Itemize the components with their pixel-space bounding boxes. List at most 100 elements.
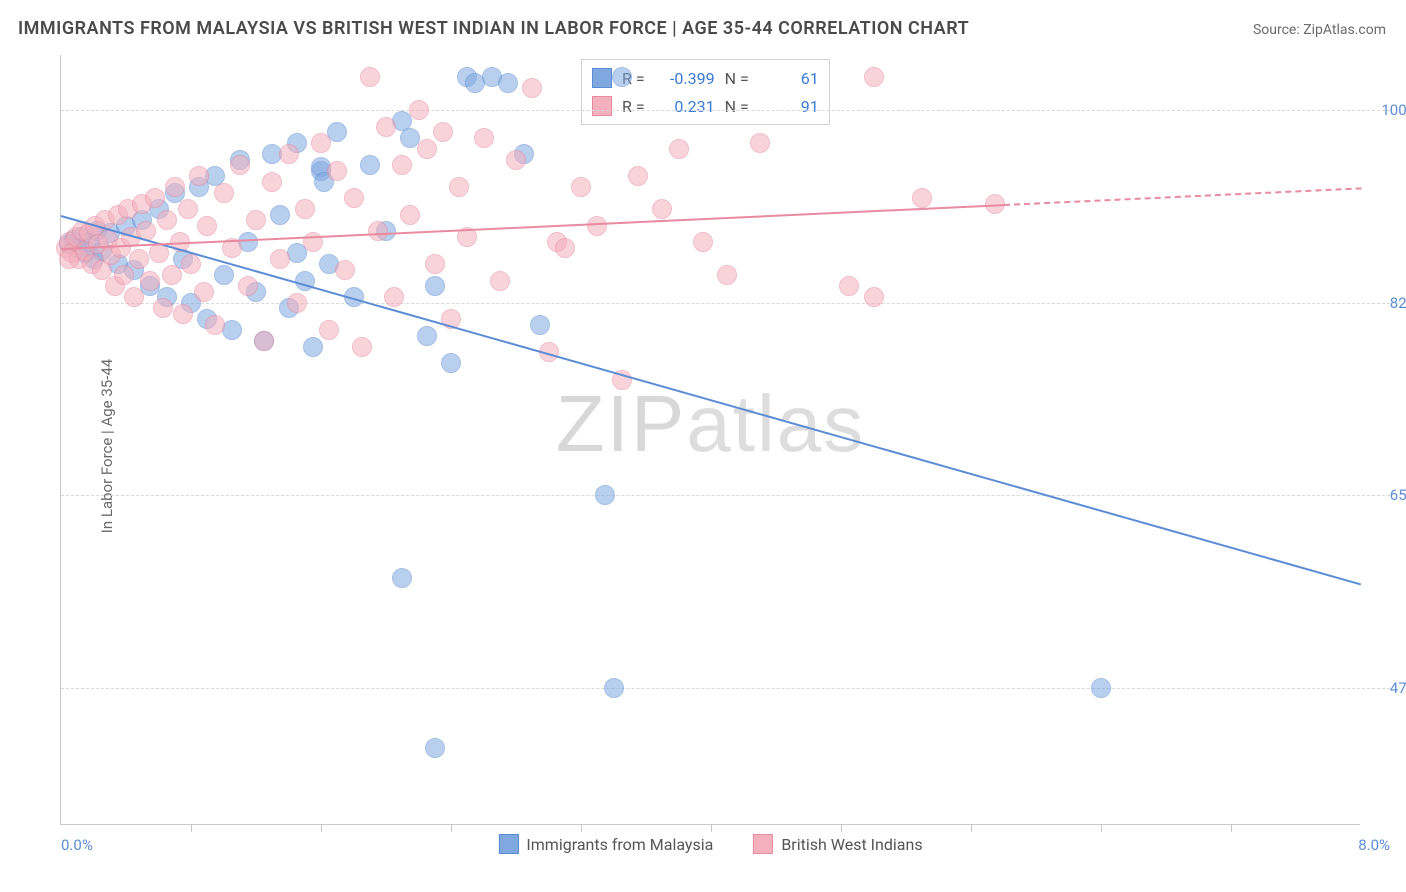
data-point <box>205 315 225 335</box>
regression-line <box>61 215 1362 585</box>
data-point <box>311 133 331 153</box>
x-min-label: 0.0% <box>61 836 93 854</box>
x-tick <box>451 824 452 832</box>
data-point <box>376 117 396 137</box>
data-point <box>717 265 737 285</box>
data-point <box>246 210 266 230</box>
n-value-series1: 61 <box>759 69 819 88</box>
y-tick-label: 47.5% <box>1370 679 1406 697</box>
data-point <box>417 139 437 159</box>
x-tick <box>1231 824 1232 832</box>
data-point <box>693 232 713 252</box>
data-point <box>270 205 290 225</box>
data-point <box>522 78 542 98</box>
r-value-series1: -0.399 <box>655 69 715 88</box>
data-point <box>145 188 165 208</box>
legend: Immigrants from Malaysia British West In… <box>498 834 922 854</box>
chart-container: IMMIGRANTS FROM MALAYSIA VS BRITISH WEST… <box>0 0 1406 892</box>
swatch-series1 <box>592 68 612 88</box>
plot-area: ZIPatlas R = -0.399 N = 61 R = 0.231 N =… <box>60 55 1360 825</box>
y-tick-label: 100.0% <box>1370 101 1406 119</box>
data-point <box>303 337 323 357</box>
data-point <box>417 326 437 346</box>
gridline <box>61 110 1390 111</box>
x-tick <box>841 824 842 832</box>
data-point <box>352 337 372 357</box>
data-point <box>189 166 209 186</box>
x-tick <box>711 824 712 832</box>
data-point <box>392 155 412 175</box>
data-point <box>441 353 461 373</box>
legend-item-series1: Immigrants from Malaysia <box>498 834 713 854</box>
x-tick <box>321 824 322 832</box>
data-point <box>344 188 364 208</box>
data-point <box>129 249 149 269</box>
data-point <box>114 265 134 285</box>
chart-title: IMMIGRANTS FROM MALAYSIA VS BRITISH WEST… <box>18 18 969 39</box>
y-tick-label: 82.5% <box>1370 294 1406 312</box>
y-tick-label: 65.0% <box>1370 486 1406 504</box>
stat-row-series2: R = 0.231 N = 91 <box>592 92 819 120</box>
data-point <box>400 205 420 225</box>
data-point <box>165 177 185 197</box>
data-point <box>474 128 494 148</box>
data-point <box>628 166 648 186</box>
r-value-series2: 0.231 <box>655 97 715 116</box>
x-tick <box>1101 824 1102 832</box>
data-point <box>864 287 884 307</box>
data-point <box>214 183 234 203</box>
data-point <box>839 276 859 296</box>
legend-swatch-series2 <box>753 834 773 854</box>
legend-item-series2: British West Indians <box>753 834 922 854</box>
data-point <box>912 188 932 208</box>
data-point <box>360 155 380 175</box>
data-point <box>669 139 689 159</box>
data-point <box>124 287 144 307</box>
gridline <box>61 495 1390 496</box>
x-tick <box>971 824 972 832</box>
data-point <box>254 331 274 351</box>
data-point <box>327 161 347 181</box>
data-point <box>433 122 453 142</box>
n-value-series2: 91 <box>759 97 819 116</box>
data-point <box>360 67 380 87</box>
x-tick <box>581 824 582 832</box>
data-point <box>587 216 607 236</box>
data-point <box>652 199 672 219</box>
data-point <box>197 216 217 236</box>
data-point <box>392 568 412 588</box>
watermark: ZIPatlas <box>556 378 865 470</box>
data-point <box>571 177 591 197</box>
data-point <box>194 282 214 302</box>
data-point <box>425 276 445 296</box>
data-point <box>162 265 182 285</box>
data-point <box>319 320 339 340</box>
data-point <box>181 254 201 274</box>
source-label: Source: ZipAtlas.com <box>1253 22 1386 38</box>
data-point <box>864 67 884 87</box>
data-point <box>153 298 173 318</box>
data-point <box>498 73 518 93</box>
data-point <box>287 293 307 313</box>
regression-line-extrapolated <box>1003 187 1361 206</box>
data-point <box>506 150 526 170</box>
data-point <box>612 67 632 87</box>
data-point <box>295 199 315 219</box>
data-point <box>214 265 234 285</box>
data-point <box>173 304 193 324</box>
data-point <box>530 315 550 335</box>
legend-swatch-series1 <box>498 834 518 854</box>
data-point <box>384 287 404 307</box>
data-point <box>595 485 615 505</box>
data-point <box>490 271 510 291</box>
data-point <box>335 260 355 280</box>
x-max-label: 8.0% <box>1358 836 1390 854</box>
data-point <box>178 199 198 219</box>
data-point <box>238 276 258 296</box>
data-point <box>750 133 770 153</box>
data-point <box>425 738 445 758</box>
data-point <box>270 249 290 269</box>
data-point <box>230 155 250 175</box>
gridline <box>61 303 1390 304</box>
data-point <box>157 210 177 230</box>
